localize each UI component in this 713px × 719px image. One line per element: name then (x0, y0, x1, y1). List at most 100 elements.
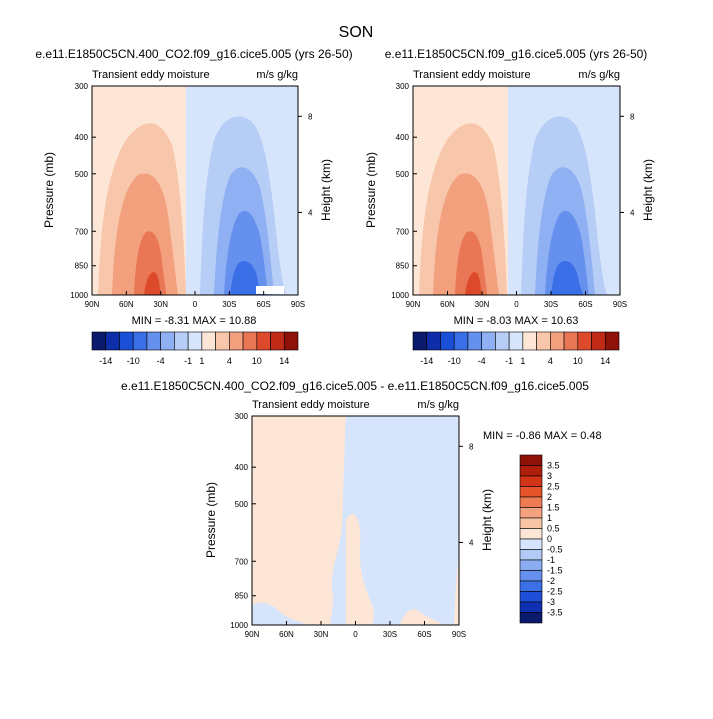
x-tick-label: 60N (440, 300, 455, 309)
panel-3-ylabel: Pressure (mb) (204, 482, 218, 558)
panel-2: e.e11.E1850C5CN.f09_g16.cice5.005 (yrs 2… (364, 47, 655, 366)
colorbar-swatch (519, 538, 543, 550)
x-tick-label: 0 (353, 630, 358, 639)
colorbar-swatch (105, 331, 120, 351)
x-tick-label: 30N (314, 630, 329, 639)
y-tick-label: 500 (396, 170, 410, 179)
panel-3-plot-area (251, 415, 460, 626)
colorbar-swatch (508, 331, 524, 351)
colorbar-label: 4 (227, 356, 232, 366)
colorbar-label: -3 (547, 597, 555, 607)
colorbar-swatch (215, 331, 230, 351)
colorbar-label: 1 (199, 356, 204, 366)
panel-3-axes: 90N 60N 30N 0 30S 60S 90S 300 400 500 700 850 1000 8 4 (230, 412, 474, 639)
y2-tick-label: 8 (308, 112, 313, 121)
x-tick-label: 90N (406, 300, 421, 309)
colorbar-label: -4 (478, 356, 486, 366)
x-tick-label: 30N (153, 300, 168, 309)
colorbar-label: -1.5 (547, 566, 563, 576)
colorbar-swatch (519, 559, 543, 571)
colorbar-label: -14 (420, 356, 433, 366)
colorbar-swatch (577, 331, 592, 351)
colorbar-label: -0.5 (547, 545, 563, 555)
y-tick-label: 850 (235, 592, 249, 601)
panel-1-subtitle-right: m/s g/kg (256, 69, 298, 81)
colorbar-label: -1 (184, 356, 192, 366)
colorbar-swatch (160, 331, 175, 351)
y-tick-label: 500 (235, 500, 249, 509)
colorbar-label: 1 (547, 513, 552, 523)
x-tick-label: 60S (417, 630, 431, 639)
y-tick-label: 300 (235, 412, 249, 421)
colorbar-swatch (522, 331, 537, 351)
panel-1-y2label: Height (km) (319, 159, 333, 221)
colorbar-label: 1 (520, 356, 525, 366)
colorbar-swatch (412, 331, 428, 351)
colorbar-label: 3.5 (547, 461, 560, 471)
x-tick-label: 0 (514, 300, 519, 309)
colorbar-swatch (519, 570, 543, 582)
panel-2-subtitle-left: Transient eddy moisture (413, 69, 531, 81)
panel-2-subtitle-right: m/s g/kg (578, 69, 620, 81)
colorbar-swatch (519, 496, 543, 508)
y-tick-label: 700 (235, 557, 249, 566)
y-tick-label: 300 (75, 82, 89, 91)
colorbar-swatch (519, 465, 543, 477)
colorbar-swatch (519, 528, 543, 540)
colorbar-swatch (495, 331, 510, 351)
x-tick-label: 30S (544, 300, 558, 309)
colorbar-swatch (519, 475, 543, 487)
x-tick-label: 0 (193, 300, 198, 309)
x-tick-label: 30N (475, 300, 490, 309)
colorbar-swatch (426, 331, 441, 351)
panel-2-plot-area (412, 85, 621, 296)
panel-2-title: e.e11.E1850C5CN.f09_g16.cice5.005 (yrs 2… (385, 47, 648, 61)
y2-tick-label: 4 (469, 538, 474, 547)
colorbar-label: -1 (547, 555, 555, 565)
colorbar-swatch (132, 331, 148, 351)
y-tick-label: 1000 (391, 291, 409, 300)
panel-2-stats: MIN = -8.03 MAX = 10.63 (454, 315, 579, 327)
colorbar-swatch (270, 331, 285, 351)
panel-1-title: e.e11.E1850C5CN.400_CO2.f09_g16.cice5.00… (35, 47, 352, 61)
panel-2-y2label: Height (km) (641, 159, 655, 221)
x-tick-label: 60S (578, 300, 592, 309)
colorbar-swatch (174, 331, 189, 351)
panel-1-axes: 90N 60N 30N 0 30S 60S 90S 300 400 500 700 850 1000 8 4 (70, 82, 313, 309)
y-tick-label: 850 (396, 262, 410, 271)
colorbar-swatch (550, 331, 565, 351)
colorbar-swatch (201, 331, 216, 351)
x-tick-label: 90S (291, 300, 305, 309)
colorbar-swatch (519, 549, 543, 561)
y2-tick-label: 4 (630, 208, 635, 217)
colorbar-label: -10 (448, 356, 461, 366)
colorbar-label: -2 (547, 576, 555, 586)
panel-1: e.e11.E1850C5CN.400_CO2.f09_g16.cice5.00… (35, 47, 352, 366)
panel-1-stats: MIN = -8.31 MAX = 10.88 (132, 315, 257, 327)
colorbar-swatch (283, 331, 299, 351)
colorbar-swatch (119, 331, 134, 351)
colorbar-label: 14 (600, 356, 610, 366)
colorbar-swatch (242, 331, 258, 351)
colorbar-label: 0 (547, 534, 552, 544)
colorbar-label: 14 (279, 356, 289, 366)
y-tick-label: 850 (75, 262, 89, 271)
y-tick-label: 700 (75, 227, 89, 236)
panel-3-subtitle-left: Transient eddy moisture (252, 399, 370, 411)
colorbar-swatch (519, 591, 543, 603)
colorbar-label: 10 (573, 356, 583, 366)
y-tick-label: 400 (235, 463, 249, 472)
panel-1-subtitle-left: Transient eddy moisture (92, 69, 210, 81)
colorbar-swatch (187, 331, 203, 351)
panel-3-title: e.e11.E1850C5CN.400_CO2.f09_g16.cice5.00… (121, 379, 589, 393)
colorbar-label: 0.5 (547, 524, 560, 534)
panel-3-colorbar: 3.532.521.510.50-0.5-1-1.5-2-2.5-3-3.5 (519, 454, 563, 624)
colorbar-label: 10 (252, 356, 262, 366)
colorbar-swatch (256, 331, 271, 351)
x-tick-label: 60N (119, 300, 134, 309)
colorbar-swatch (146, 331, 161, 351)
x-tick-label: 30S (222, 300, 236, 309)
colorbar-label: -4 (157, 356, 165, 366)
panel-2-ylabel: Pressure (mb) (364, 152, 378, 228)
